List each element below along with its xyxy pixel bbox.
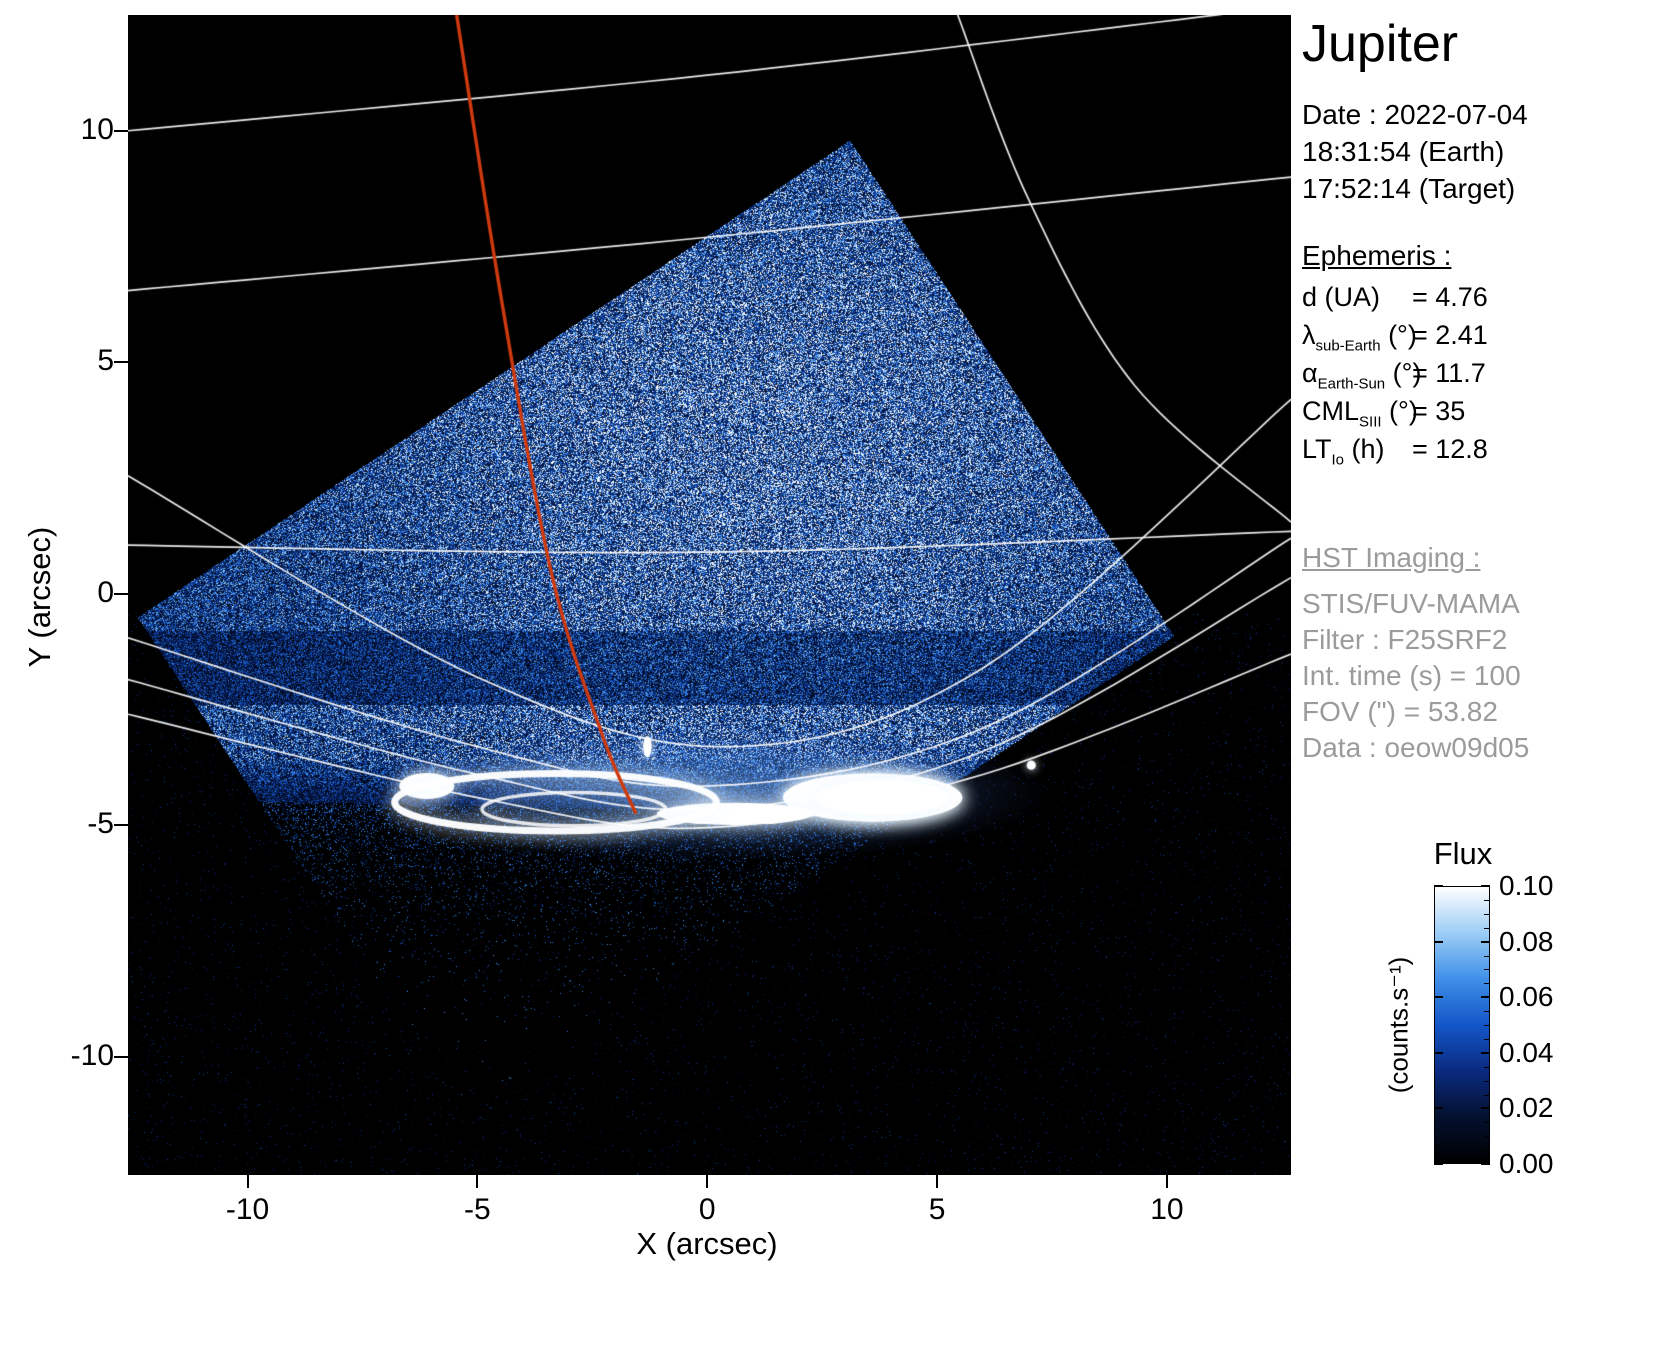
- figure-title: Jupiter: [1302, 14, 1458, 74]
- y-tick-label: -5: [26, 807, 114, 841]
- y-tick-mark: [114, 593, 128, 595]
- ephemeris-value: = 12.8: [1412, 434, 1488, 465]
- ephemeris-row-distance: d (UA) = 4.76: [1302, 282, 1572, 320]
- x-tick-mark: [476, 1175, 478, 1188]
- ephemeris-heading: Ephemeris :: [1302, 240, 1451, 272]
- y-tick-mark: [114, 824, 128, 826]
- ephemeris-row-io-local-time: LTIo (h) = 12.8: [1302, 434, 1572, 472]
- x-tick-label: 0: [662, 1193, 752, 1227]
- time-target: 17:52:14 (Target): [1302, 170, 1528, 207]
- time-earth: 18:31:54 (Earth): [1302, 133, 1528, 170]
- ephemeris-value: = 35: [1412, 396, 1465, 427]
- colorbar-title: Flux: [1434, 836, 1493, 872]
- y-tick-label: -10: [26, 1039, 114, 1073]
- ephemeris-symbol: αEarth-Sun (°): [1302, 358, 1421, 388]
- ephemeris-value: = 4.76: [1412, 282, 1488, 313]
- colorbar-tick-label: 0.10: [1499, 870, 1579, 902]
- x-axis-label: X (arcsec): [636, 1226, 777, 1262]
- ephemeris-symbol: d (UA): [1302, 282, 1380, 312]
- plot-area: [128, 15, 1291, 1175]
- colorbar-tick-label: 0.00: [1499, 1148, 1579, 1180]
- ephemeris-value: = 11.7: [1412, 358, 1486, 389]
- hst-integration-time: Int. time (s) = 100: [1302, 658, 1529, 694]
- observation-datetime: Date : 2022-07-04 18:31:54 (Earth) 17:52…: [1302, 96, 1528, 207]
- hst-filter: Filter : F25SRF2: [1302, 622, 1529, 658]
- x-tick-mark: [936, 1175, 938, 1188]
- figure-root: X (arcsec) Y (arcsec) Jupiter Date : 202…: [0, 0, 1677, 1367]
- ephemeris-row-cml: CMLSIII (°) = 35: [1302, 396, 1572, 434]
- y-tick-mark: [114, 361, 128, 363]
- x-tick-label: -5: [432, 1193, 522, 1227]
- date-line: Date : 2022-07-04: [1302, 96, 1528, 133]
- hst-data-id: Data : oeow09d05: [1302, 730, 1529, 766]
- y-tick-label: 5: [26, 344, 114, 378]
- x-tick-label: 10: [1122, 1193, 1212, 1227]
- hst-fov: FOV (") = 53.82: [1302, 694, 1529, 730]
- y-tick-mark: [114, 1056, 128, 1058]
- flux-colorbar: [1434, 886, 1490, 1164]
- y-tick-label: 10: [26, 113, 114, 147]
- colorbar-tick-label: 0.02: [1499, 1092, 1579, 1124]
- hst-imaging-heading: HST Imaging :: [1302, 540, 1529, 576]
- hst-imaging-block: HST Imaging : STIS/FUV-MAMA Filter : F25…: [1302, 540, 1529, 766]
- y-axis-label: Y (arcsec): [22, 527, 58, 668]
- ephemeris-row-subearth-lat: λsub-Earth (°) = 2.41: [1302, 320, 1572, 358]
- ephemeris-table: d (UA) = 4.76 λsub-Earth (°) = 2.41 αEar…: [1302, 282, 1572, 472]
- x-tick-label: -10: [203, 1193, 293, 1227]
- ephemeris-symbol: CMLSIII (°): [1302, 396, 1418, 426]
- ephemeris-symbol: λsub-Earth (°): [1302, 320, 1417, 350]
- colorbar-tick-label: 0.06: [1499, 981, 1579, 1013]
- ephemeris-symbol: LTIo (h): [1302, 434, 1385, 464]
- x-tick-mark: [247, 1175, 249, 1188]
- y-tick-mark: [114, 130, 128, 132]
- ephemeris-row-phase-angle: αEarth-Sun (°) = 11.7: [1302, 358, 1572, 396]
- x-tick-label: 5: [892, 1193, 982, 1227]
- x-tick-mark: [706, 1175, 708, 1188]
- colorbar-tick-label: 0.04: [1499, 1037, 1579, 1069]
- jupiter-fuv-image: [128, 15, 1291, 1175]
- colorbar-unit-label: (counts.s⁻¹): [1384, 957, 1415, 1094]
- x-tick-mark: [1166, 1175, 1168, 1188]
- ephemeris-value: = 2.41: [1412, 320, 1488, 351]
- hst-instrument: STIS/FUV-MAMA: [1302, 586, 1529, 622]
- colorbar-tick-label: 0.08: [1499, 926, 1579, 958]
